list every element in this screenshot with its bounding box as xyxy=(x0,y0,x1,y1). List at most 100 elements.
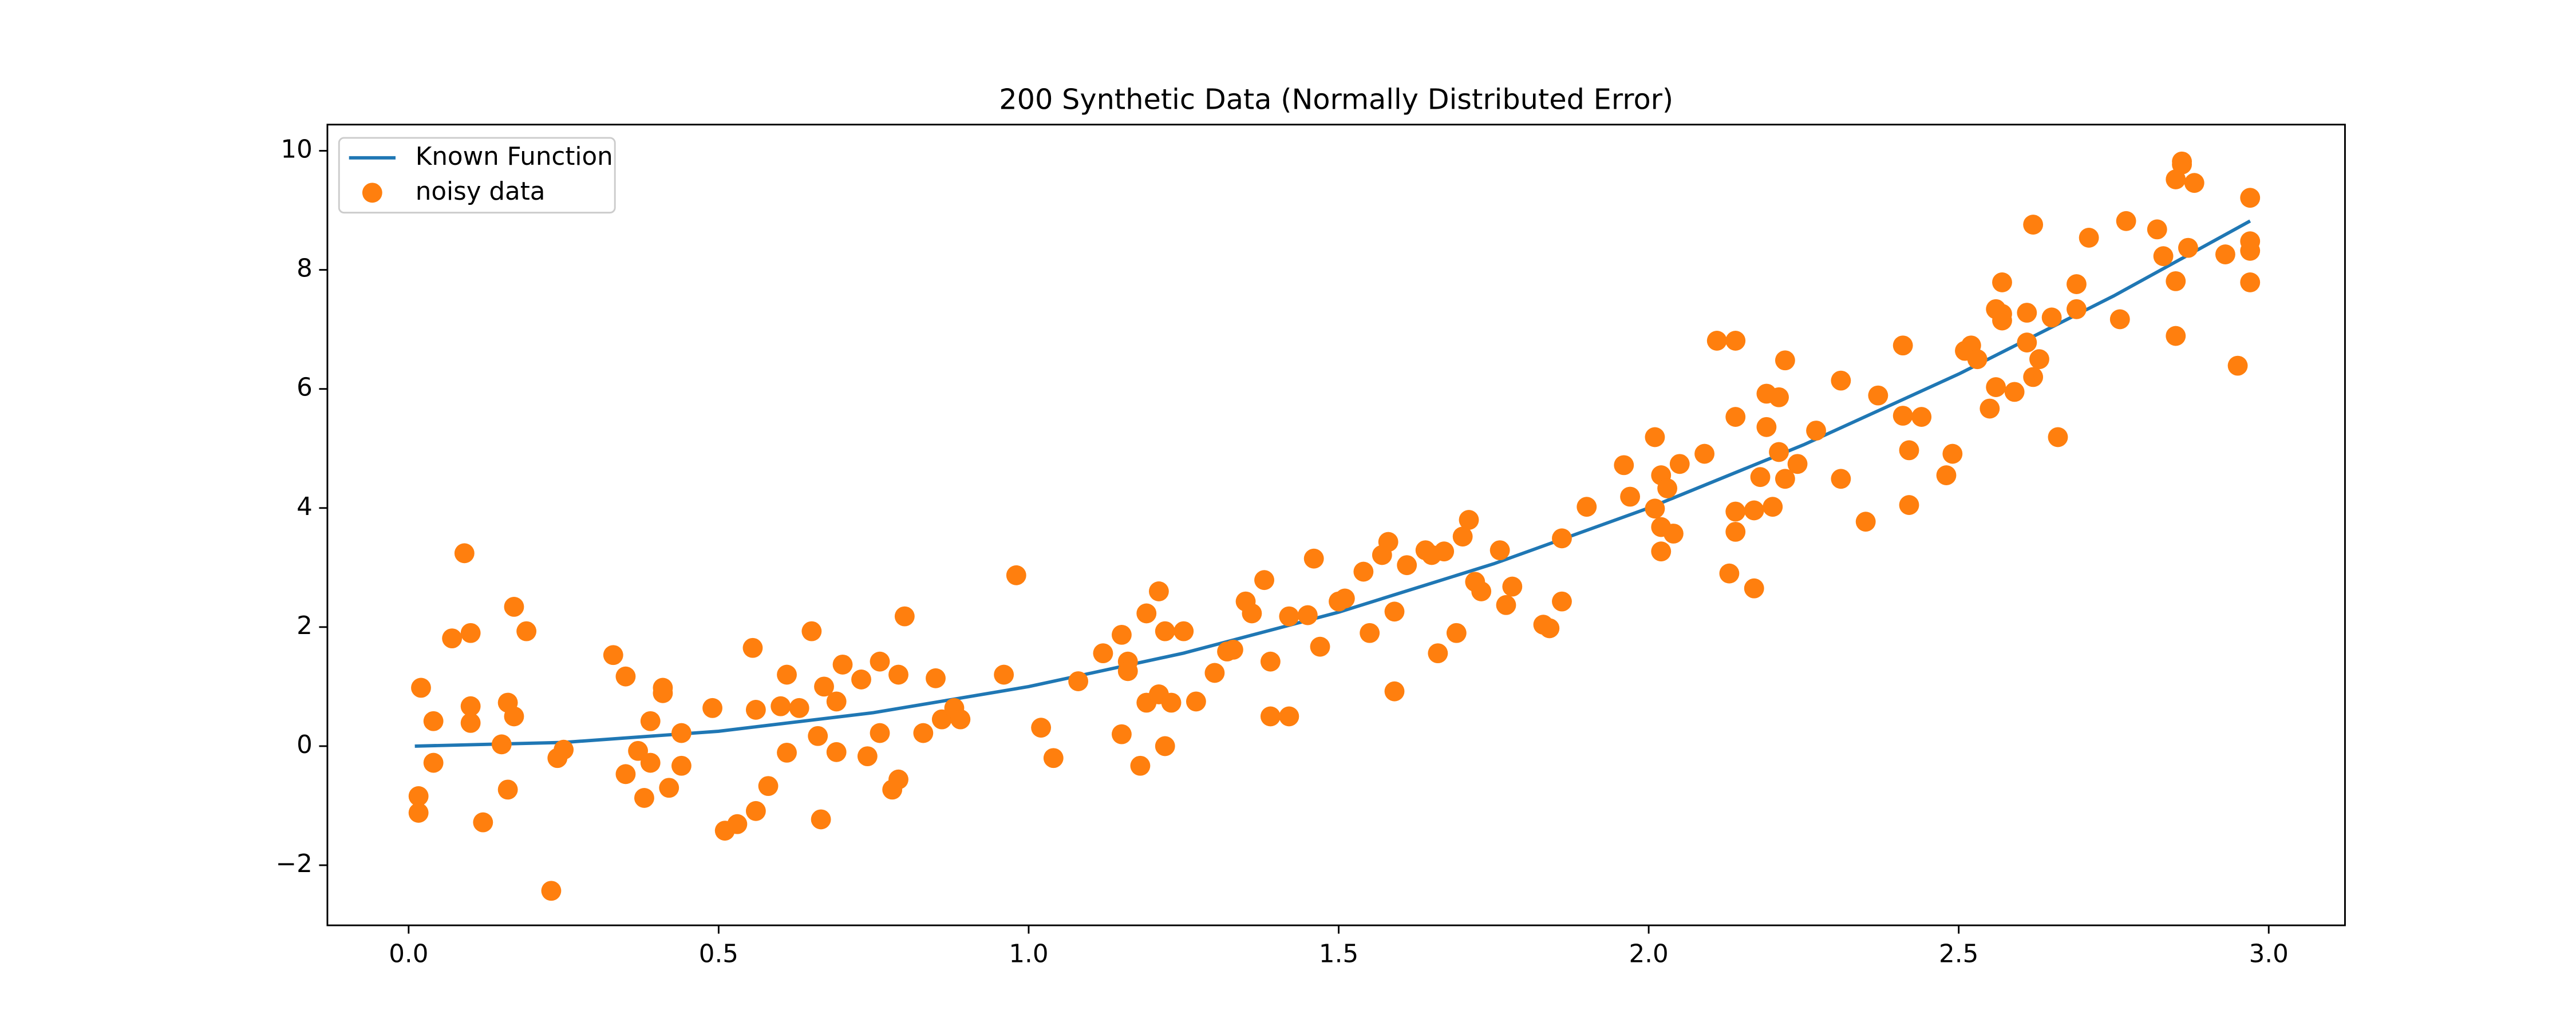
data-point xyxy=(541,881,562,901)
data-point xyxy=(1893,335,1913,356)
data-point xyxy=(1645,498,1665,519)
data-point xyxy=(1161,692,1182,713)
data-point xyxy=(1148,581,1169,601)
data-point xyxy=(1428,643,1448,664)
data-point xyxy=(1911,407,1932,427)
data-point xyxy=(811,809,831,830)
data-point xyxy=(2147,219,2167,240)
data-point xyxy=(1155,736,1175,756)
data-point xyxy=(2004,382,2025,402)
data-point xyxy=(1186,691,1206,712)
data-point xyxy=(1496,595,1516,615)
data-point xyxy=(2227,355,2248,376)
data-point xyxy=(497,779,518,800)
data-point xyxy=(423,711,444,731)
data-point xyxy=(2240,188,2261,208)
y-tick-label: 2 xyxy=(297,612,313,640)
data-point xyxy=(1831,370,1851,391)
function-line xyxy=(414,219,2251,748)
data-point xyxy=(2079,228,2099,248)
data-point xyxy=(1719,563,1740,584)
data-point xyxy=(1310,636,1330,657)
x-tick-label: 2.0 xyxy=(1629,940,1668,968)
data-point xyxy=(2166,169,2186,189)
data-point xyxy=(1663,524,1684,544)
data-point xyxy=(640,711,661,731)
y-tick-label: 0 xyxy=(297,731,313,759)
data-point xyxy=(2215,244,2235,264)
data-point xyxy=(1260,651,1281,672)
data-point xyxy=(2048,427,2068,447)
data-point xyxy=(1756,417,1777,437)
data-point xyxy=(801,621,822,641)
data-point xyxy=(1242,603,1262,624)
data-point xyxy=(1577,497,1597,517)
y-tick-label: 8 xyxy=(297,255,313,283)
data-point xyxy=(742,637,763,658)
legend: Known Function noisy data xyxy=(338,137,616,214)
data-point xyxy=(789,698,809,718)
data-point xyxy=(1006,565,1026,585)
data-point xyxy=(888,769,908,790)
data-point xyxy=(1297,605,1318,625)
data-point xyxy=(615,764,636,785)
data-point xyxy=(1980,398,2000,419)
x-tick-label: 1.5 xyxy=(1319,940,1358,968)
data-point xyxy=(857,746,878,767)
plot-frame xyxy=(326,124,2346,926)
data-point xyxy=(1706,330,1727,351)
data-point xyxy=(2023,367,2044,387)
data-point xyxy=(851,669,871,690)
y-tick-label: −2 xyxy=(276,850,313,878)
data-point xyxy=(1279,606,1299,627)
data-point xyxy=(1031,718,1052,738)
data-point xyxy=(1043,748,1064,768)
y-tick-label: 10 xyxy=(280,136,312,164)
data-point xyxy=(1986,377,2006,397)
data-point xyxy=(2041,307,2062,328)
data-point xyxy=(1775,469,1795,489)
data-point xyxy=(554,739,574,760)
data-point xyxy=(1539,618,1560,639)
data-point xyxy=(504,706,524,727)
legend-label: Known Function xyxy=(416,142,613,171)
data-point xyxy=(1942,443,1963,464)
data-point xyxy=(1831,469,1851,489)
data-point xyxy=(2166,271,2186,291)
data-point xyxy=(2240,272,2261,292)
data-point xyxy=(671,755,692,776)
data-point xyxy=(1223,639,1243,660)
data-point xyxy=(1353,561,1374,582)
data-point xyxy=(758,776,779,797)
data-point xyxy=(460,712,481,733)
data-point xyxy=(1155,621,1175,641)
data-point xyxy=(1769,442,1789,462)
data-point xyxy=(1855,512,1876,532)
data-point xyxy=(460,696,481,716)
data-point xyxy=(1378,532,1398,552)
data-point xyxy=(615,666,636,687)
data-point xyxy=(777,742,797,763)
data-point xyxy=(1769,387,1789,407)
data-point xyxy=(808,726,828,746)
data-point xyxy=(1744,500,1764,521)
data-point xyxy=(1434,541,1455,562)
data-point xyxy=(894,606,915,627)
data-point xyxy=(1552,528,1572,549)
data-point xyxy=(870,651,890,672)
data-point xyxy=(2017,303,2037,323)
data-point xyxy=(1093,643,1113,664)
data-point xyxy=(994,664,1014,685)
data-point xyxy=(1899,495,1919,515)
data-point xyxy=(826,691,847,712)
legend-box xyxy=(338,137,616,214)
data-point xyxy=(1744,578,1764,599)
data-point xyxy=(1992,272,2012,292)
y-tick-label: 4 xyxy=(297,493,313,521)
data-point xyxy=(888,664,908,685)
data-point xyxy=(1452,526,1473,547)
data-point xyxy=(411,678,431,698)
data-point xyxy=(640,752,661,773)
